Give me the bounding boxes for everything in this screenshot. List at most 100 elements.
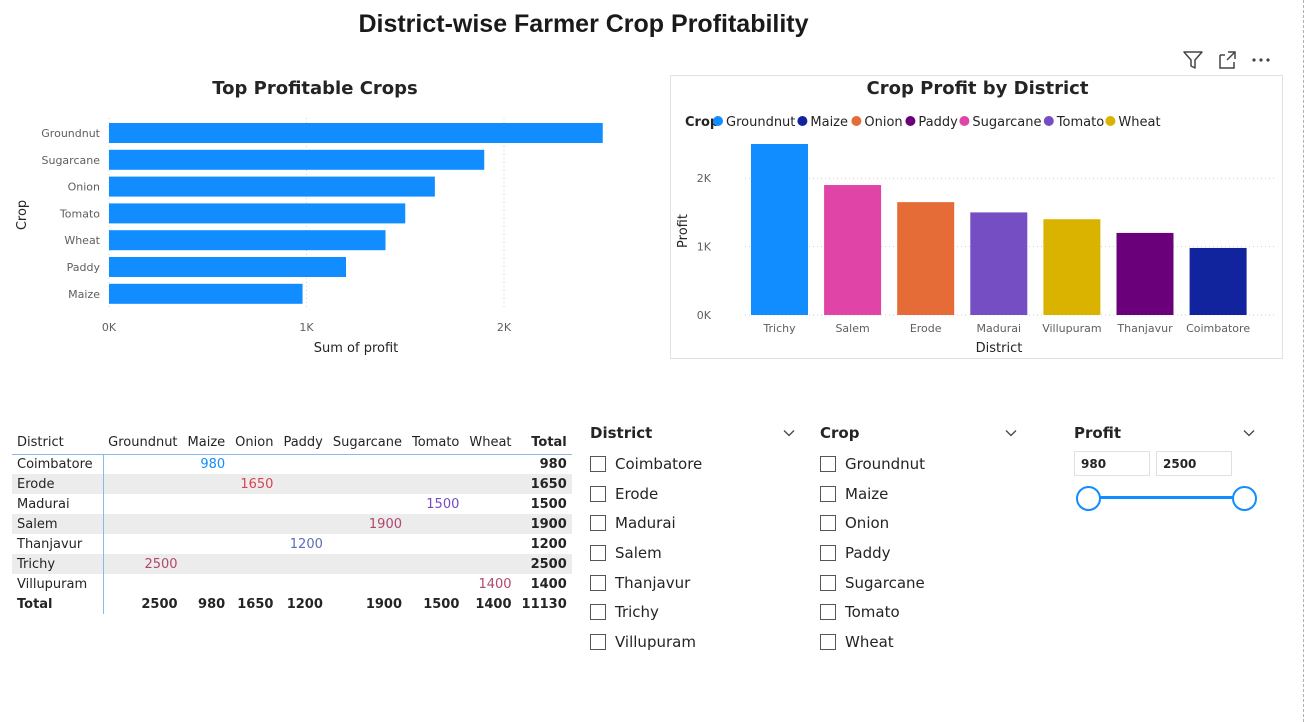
profit-matrix: District Groundnut Maize Onion Paddy Sugarcan… (12, 430, 572, 614)
checkbox[interactable] (820, 455, 836, 472)
checkbox[interactable] (820, 574, 836, 591)
profit-slicer: Profit (1074, 422, 1258, 511)
crop-bar (109, 203, 406, 224)
district-option[interactable]: Salem (590, 538, 798, 568)
crop-bar (109, 176, 435, 197)
matrix-column-header[interactable]: Maize (187, 434, 226, 450)
legend-marker (1105, 116, 1116, 126)
matrix-cell (230, 494, 278, 514)
matrix-grand-total: 11130 (521, 596, 567, 612)
filter-icon[interactable] (1182, 49, 1204, 71)
crop-option[interactable]: Tomato (820, 597, 1020, 627)
matrix-cell (103, 534, 182, 554)
matrix-column-header[interactable]: Paddy (283, 434, 323, 450)
y-tick-label: Onion (68, 181, 100, 194)
district-slicer: District Coimbatore Erode Madurai Salem Than… (590, 422, 798, 657)
checkbox[interactable] (590, 633, 606, 650)
crop-bar (109, 257, 346, 277)
matrix-cell (182, 514, 231, 534)
chevron-down-icon[interactable] (1240, 424, 1258, 442)
legend-marker (851, 116, 862, 126)
crop-option[interactable]: Wheat (820, 627, 1020, 657)
profit-min-input[interactable] (1074, 451, 1150, 476)
x-tick-label: 0K (102, 321, 117, 334)
range-max-handle[interactable] (1232, 486, 1257, 511)
checkbox[interactable] (590, 485, 606, 502)
checkbox[interactable] (590, 515, 606, 532)
matrix-cell: 2500 (103, 554, 183, 574)
focus-mode-icon[interactable] (1216, 49, 1238, 71)
matrix-cell (464, 494, 516, 514)
district-option[interactable]: Trichy (590, 597, 798, 627)
legend-title: Crop (685, 115, 719, 130)
range-min-handle[interactable] (1076, 486, 1101, 511)
matrix-cell (183, 534, 231, 554)
district-bar (1189, 247, 1247, 315)
district-option[interactable]: Villupuram (590, 627, 798, 657)
matrix-cell (103, 494, 182, 514)
matrix-column-header[interactable]: Groundnut (108, 434, 178, 450)
checkbox[interactable] (590, 604, 606, 621)
legend-item: Sugarcane (972, 115, 1041, 130)
district-option[interactable]: Erode (590, 479, 798, 509)
district-option-label: Madurai (615, 514, 676, 533)
x-tick-label: Coimbatore (1186, 322, 1250, 335)
district-option[interactable]: Thanjavur (590, 568, 798, 598)
profit-range-slider[interactable] (1074, 486, 1258, 511)
matrix-row-header: Villupuram (12, 574, 104, 594)
matrix-cell (278, 474, 328, 494)
matrix-cell (328, 534, 407, 554)
district-bar (1043, 219, 1101, 315)
checkbox[interactable] (820, 633, 836, 650)
x-tick-label: Thanjavur (1116, 322, 1173, 335)
checkbox[interactable] (820, 604, 836, 621)
matrix-cell (182, 554, 231, 574)
x-tick-label: 1K (299, 321, 314, 334)
checkbox[interactable] (820, 485, 836, 502)
district-option[interactable]: Madurai (590, 508, 798, 538)
matrix-column-total: 1900 (365, 596, 402, 612)
legend-marker (797, 116, 808, 126)
crop-option[interactable]: Sugarcane (820, 568, 1020, 598)
matrix-column-header[interactable]: Onion (235, 434, 274, 450)
district-option[interactable]: Coimbatore (590, 449, 798, 479)
chevron-down-icon[interactable] (1002, 424, 1020, 442)
legend-item: Paddy (918, 115, 958, 130)
crop-option[interactable]: Groundnut (820, 449, 1020, 479)
y-tick-label: Tomato (59, 207, 100, 220)
matrix-column-header[interactable]: District (17, 434, 64, 450)
matrix-cell (464, 534, 516, 554)
district-slicer-list: Coimbatore Erode Madurai Salem Thanjavur Tric… (590, 449, 798, 657)
crop-option[interactable]: Onion (820, 508, 1020, 538)
matrix-cell: 1500 (426, 496, 460, 512)
checkbox[interactable] (590, 455, 606, 472)
matrix-column-header[interactable]: Wheat (469, 434, 512, 450)
matrix-cell (183, 494, 231, 514)
profit-max-input[interactable] (1156, 451, 1232, 476)
district-option-label: Villupuram (615, 632, 696, 651)
district-bar (970, 212, 1028, 315)
matrix-column-header[interactable]: Sugarcane (332, 434, 402, 450)
y-axis-title: Crop (15, 200, 30, 230)
matrix-row: Salem 1900 1900 (12, 514, 572, 534)
matrix-cell (103, 574, 182, 594)
crop-option-label: Groundnut (845, 454, 926, 473)
district-bar (751, 144, 808, 315)
matrix-cell (407, 534, 464, 554)
matrix-cell (464, 474, 517, 494)
matrix-cell (464, 514, 517, 534)
matrix-row-header: Erode (12, 474, 104, 494)
crop-option[interactable]: Maize (820, 479, 1020, 509)
checkbox[interactable] (820, 515, 836, 532)
matrix-column-header[interactable]: Tomato (412, 434, 460, 450)
crop-option-label: Wheat (845, 632, 894, 651)
matrix-cell (464, 453, 517, 474)
more-options-icon[interactable] (1250, 49, 1272, 71)
checkbox[interactable] (590, 544, 606, 561)
checkbox[interactable] (820, 544, 836, 561)
checkbox[interactable] (590, 574, 606, 591)
matrix-cell (464, 554, 517, 574)
crop-option[interactable]: Paddy (820, 538, 1020, 568)
chevron-down-icon[interactable] (780, 424, 798, 442)
matrix-column-header[interactable]: Total (531, 434, 567, 450)
